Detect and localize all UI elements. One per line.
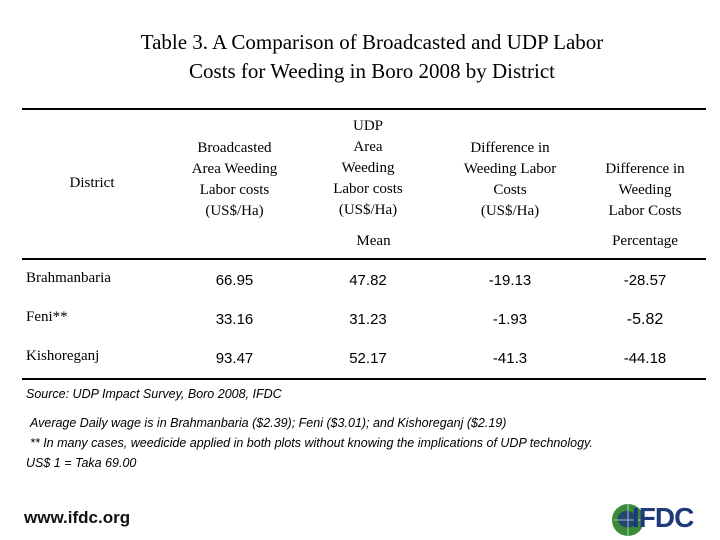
row-district: Brahmanbaria xyxy=(26,270,111,286)
weedicide-note: ** In many cases, weedicide applied in b… xyxy=(30,436,593,450)
header-district: District xyxy=(22,108,162,258)
cell-percentage: -5.82 xyxy=(626,311,664,328)
header-udp-line: UDP xyxy=(352,118,383,134)
header-broadcasted-line: (US$/Ha) xyxy=(205,203,264,219)
header-udp: UDP Area Weeding Labor costs (US$/Ha) xyxy=(312,116,424,221)
table-top-rule xyxy=(22,108,706,110)
cell-broadcasted: 33.16 xyxy=(215,311,254,328)
cell-difference: -1.93 xyxy=(492,311,528,328)
cell-udp: 31.23 xyxy=(349,311,387,328)
cell-percentage: -28.57 xyxy=(623,272,667,289)
header-broadcasted-line: Labor costs xyxy=(199,182,270,198)
wage-note: Average Daily wage is in Brahmanbaria ($… xyxy=(30,416,507,430)
cell-udp: 47.82 xyxy=(349,272,387,289)
header-difference-line: Difference in xyxy=(470,140,550,156)
header-difference-pct-line: Difference in xyxy=(605,161,685,177)
cell-broadcasted: 93.47 xyxy=(215,350,254,367)
header-udp-line: (US$/Ha) xyxy=(338,202,398,218)
header-difference-line: Costs xyxy=(493,182,527,198)
header-broadcasted: Broadcasted Area Weeding Labor costs (US… xyxy=(167,138,302,222)
header-difference-line: Weeding Labor xyxy=(463,161,557,177)
header-broadcasted-line: Broadcasted xyxy=(197,140,272,156)
header-district-label: District xyxy=(69,174,115,191)
header-udp-line: Area xyxy=(353,139,383,155)
cell-percentage: -44.18 xyxy=(623,350,667,367)
website-link[interactable]: www.ifdc.org xyxy=(24,508,131,527)
header-difference-pct-line: Labor Costs xyxy=(608,203,682,219)
logo-text: IFDC xyxy=(632,502,694,533)
title-line-1: Table 3. A Comparison of Broadcasted and… xyxy=(140,30,604,54)
subheader-percentage: Percentage xyxy=(612,233,678,249)
table-bottom-rule xyxy=(22,378,706,380)
header-difference-percentage: Difference in Weeding Labor Costs xyxy=(590,159,700,222)
globe-icon xyxy=(612,504,644,536)
table-title: Table 3. A Comparison of Broadcasted and… xyxy=(40,28,704,86)
header-difference-pct-line: Weeding xyxy=(618,182,672,198)
cell-broadcasted: 66.95 xyxy=(215,272,254,289)
header-udp-line: Weeding xyxy=(341,160,395,176)
comparison-table: District Broadcasted Area Weeding Labor … xyxy=(22,108,706,383)
subheader-mean: Mean xyxy=(356,233,391,249)
header-bottom-rule xyxy=(22,258,706,260)
header-difference: Difference in Weeding Labor Costs (US$/H… xyxy=(440,138,580,222)
row-district: Feni** xyxy=(26,309,68,325)
cell-difference: -41.3 xyxy=(492,350,528,367)
header-broadcasted-line: Area Weeding xyxy=(191,161,278,177)
header-difference-line: (US$/Ha) xyxy=(480,203,540,219)
exchange-note: US$ 1 = Taka 69.00 xyxy=(26,456,137,470)
cell-udp: 52.17 xyxy=(349,350,387,367)
title-line-2: Costs for Weeding in Boro 2008 by Distri… xyxy=(189,59,555,83)
row-district: Kishoreganj xyxy=(26,348,100,364)
source-note: Source: UDP Impact Survey, Boro 2008, IF… xyxy=(26,387,282,401)
ifdc-logo: IFDC xyxy=(610,500,700,538)
cell-difference: -19.13 xyxy=(488,272,532,289)
header-udp-line: Labor costs xyxy=(333,181,403,197)
